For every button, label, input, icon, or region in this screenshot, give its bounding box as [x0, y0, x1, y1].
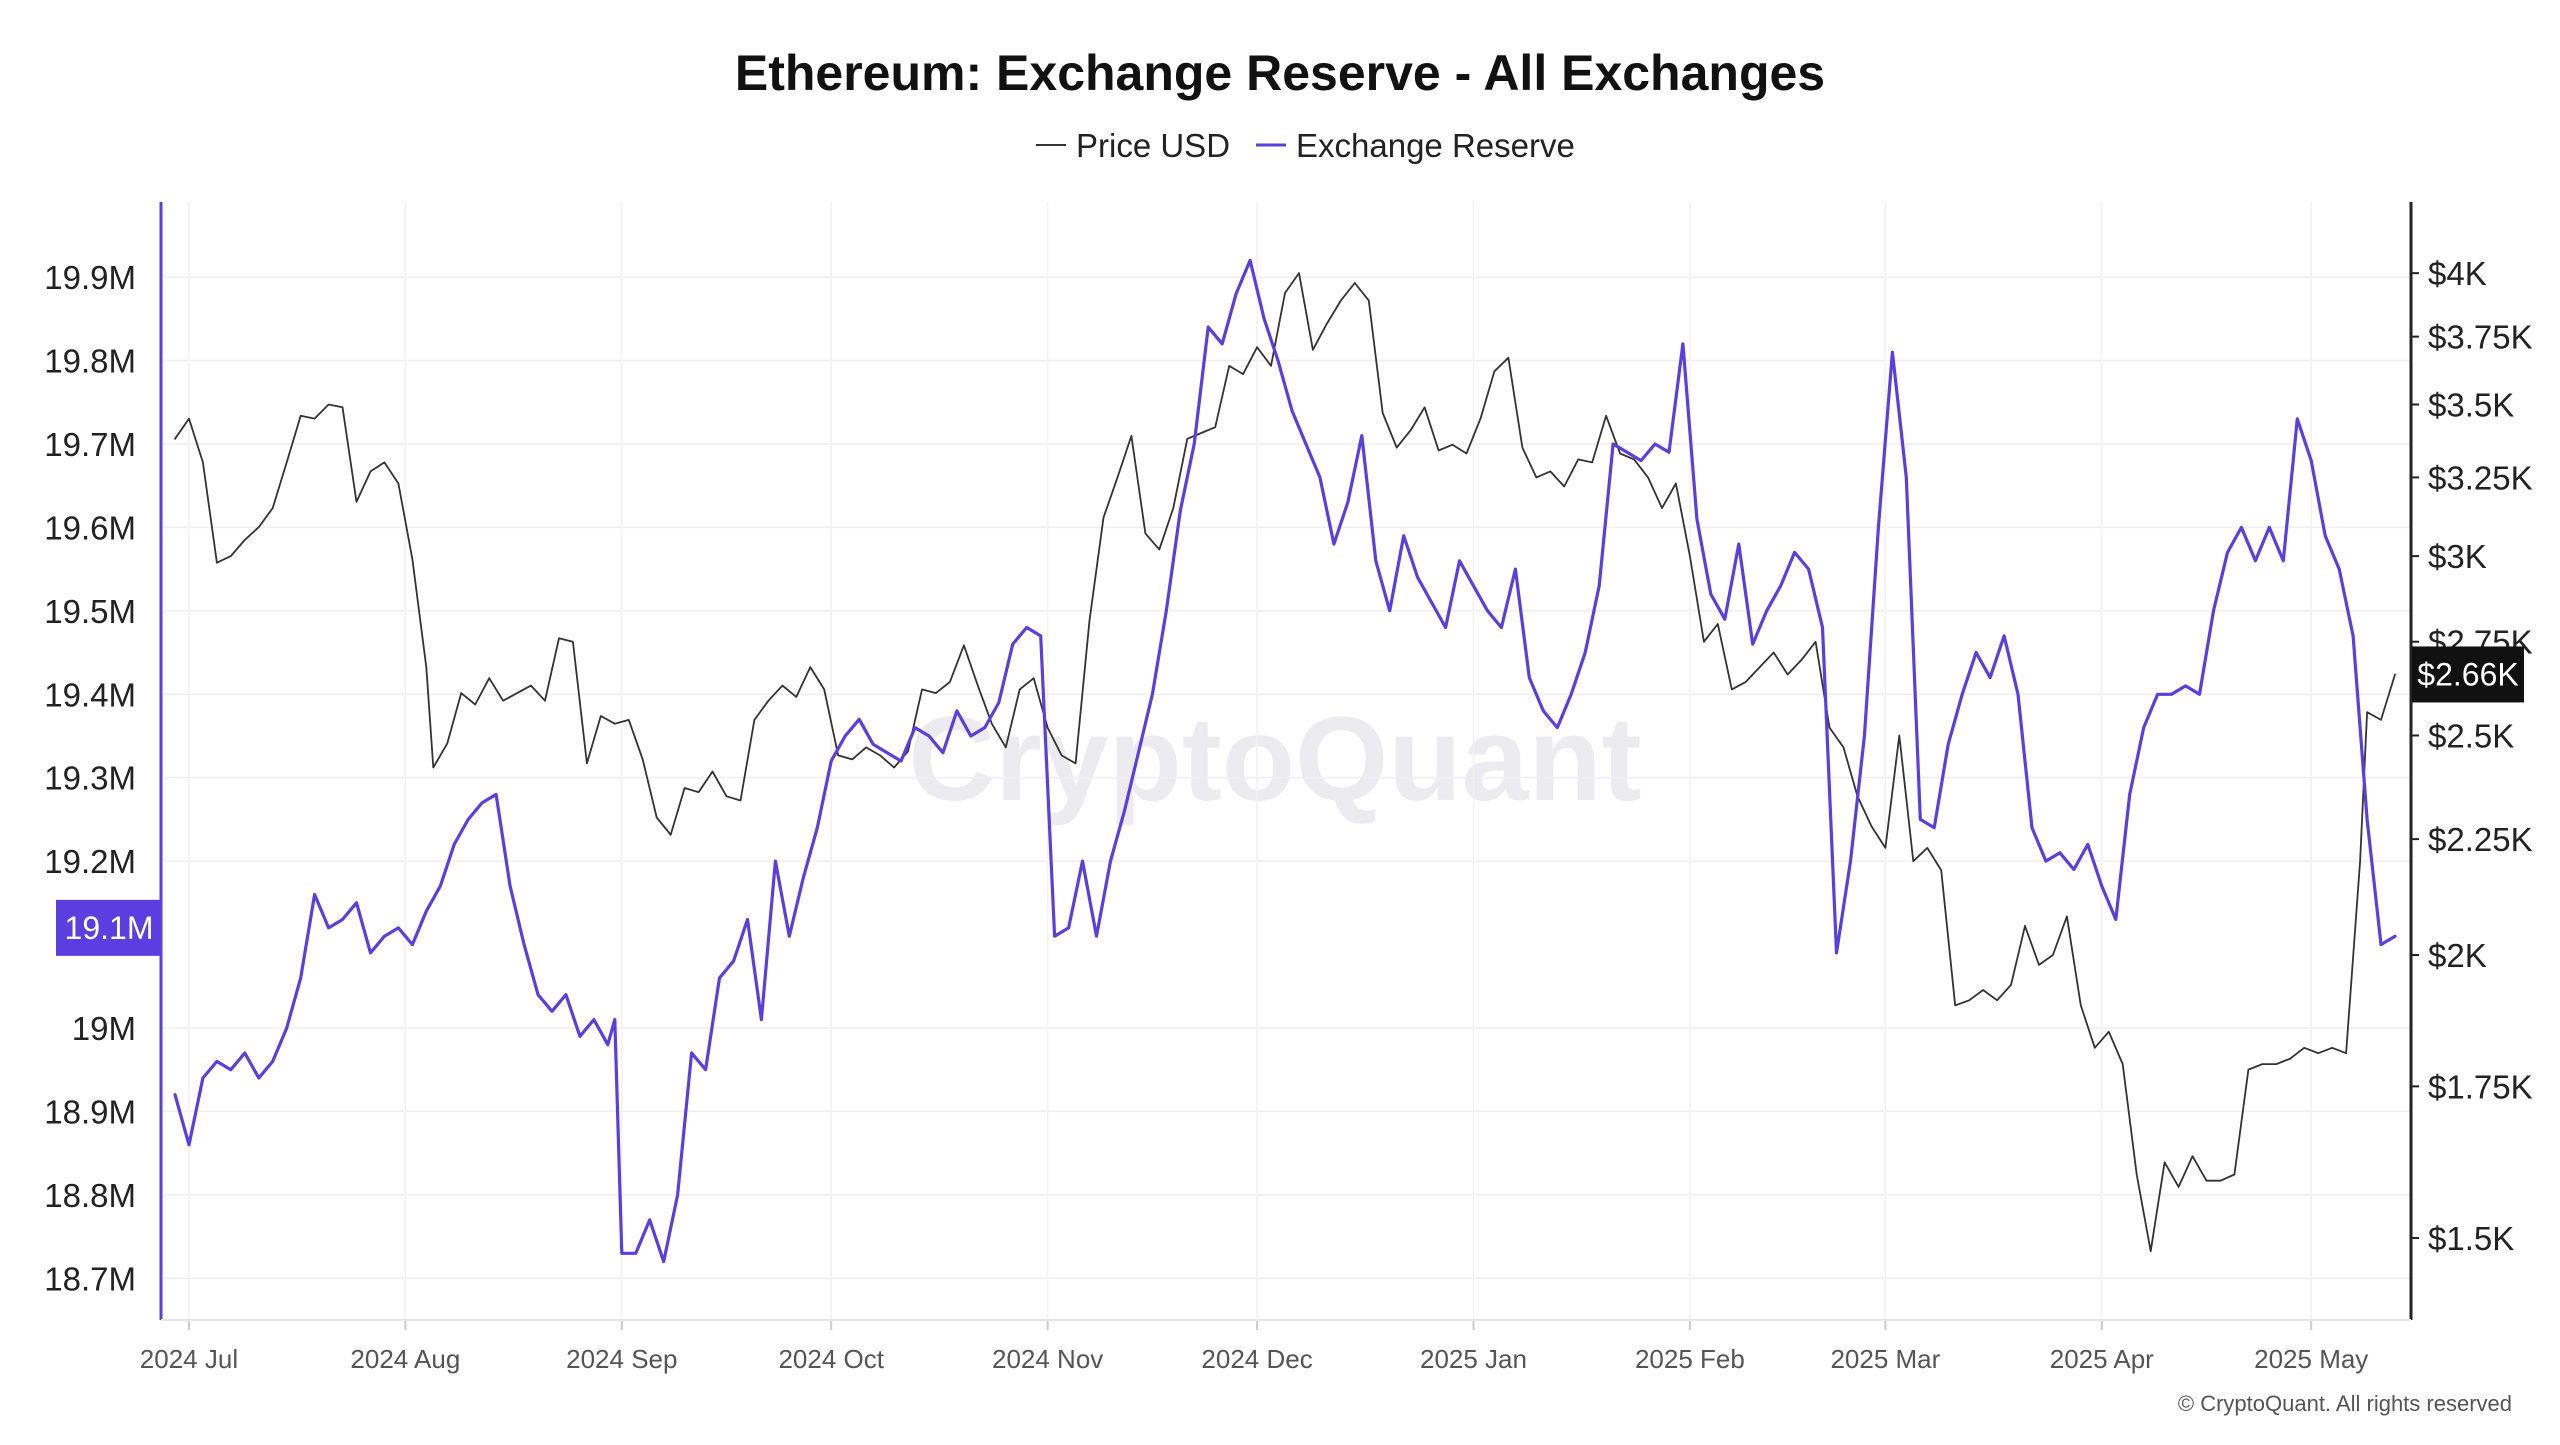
- x-tick-label: 2024 Jul: [140, 1344, 238, 1374]
- left-tick-label: 18.7M: [44, 1260, 136, 1297]
- watermark: CryptoQuant: [908, 692, 1641, 826]
- right-tick-label: $1.5K: [2428, 1220, 2514, 1257]
- right-tick-label: $2.5K: [2428, 717, 2514, 754]
- x-tick-label: 2025 Apr: [2050, 1344, 2154, 1374]
- legend-label-reserve[interactable]: Exchange Reserve: [1296, 127, 1575, 164]
- left-current-badge: 19.1M: [56, 899, 162, 956]
- series-layer: [173, 258, 2397, 1264]
- left-tick-label: 19.9M: [44, 259, 136, 296]
- left-badge-box: [56, 899, 162, 956]
- x-tick-label: 2024 Aug: [350, 1344, 460, 1374]
- x-tick-label: 2025 May: [2254, 1344, 2368, 1374]
- left-tick-label: 18.8M: [44, 1177, 136, 1214]
- right-axis-ticks: $4K$3.75K$3.5K$3.25K$3K$2.75K$2.5K$2.25K…: [2411, 255, 2533, 1257]
- right-tick-label: $2.25K: [2428, 821, 2533, 858]
- right-tick-label: $2K: [2428, 937, 2487, 974]
- right-tick-label: $3.5K: [2428, 386, 2514, 423]
- left-axis-ticks: 19.9M 19.8M 19.7M 19.6M 19.5M 19.4M 19.3M 19.2M…: [44, 259, 136, 1297]
- series-line-exchange-reserve: [173, 258, 2397, 1264]
- right-tick-label: $1.75K: [2428, 1068, 2533, 1105]
- x-tick-label: 2024 Sep: [566, 1344, 677, 1374]
- x-tick-label: 2025 Jan: [1420, 1344, 1527, 1374]
- x-tick-label: 2024 Nov: [992, 1344, 1103, 1374]
- left-tick-label: 19.6M: [44, 509, 136, 546]
- x-tick-label: 2024 Dec: [1201, 1344, 1312, 1374]
- left-tick-label: 18.9M: [44, 1093, 136, 1130]
- right-current-badge: $2.66K: [2412, 646, 2524, 703]
- left-tick-label: 19.5M: [44, 593, 136, 630]
- legend[interactable]: Price USD Exchange Reserve: [1036, 127, 1575, 164]
- right-tick-label: $3.75K: [2428, 319, 2533, 356]
- left-tick-label: 19M: [72, 1010, 136, 1047]
- right-tick-label: $3.25K: [2428, 459, 2533, 496]
- legend-label-price[interactable]: Price USD: [1076, 127, 1230, 164]
- left-tick-label: 19.8M: [44, 343, 136, 380]
- x-tick-label: 2024 Oct: [778, 1344, 884, 1374]
- chart-title: Ethereum: Exchange Reserve - All Exchang…: [735, 45, 1825, 101]
- x-tick-label: 2025 Feb: [1635, 1344, 1745, 1374]
- x-tick-label: 2025 Mar: [1830, 1344, 1940, 1374]
- right-tick-label: $4K: [2428, 255, 2487, 292]
- left-tick-label: 19.2M: [44, 843, 136, 880]
- series-line-price-usd: [174, 272, 2396, 1253]
- left-tick-label: 19.7M: [44, 426, 136, 463]
- left-tick-label: 19.4M: [44, 676, 136, 713]
- x-axis-ticks: 2024 Jul 2024 Aug 2024 Sep 2024 Oct 2024 Nov…: [140, 1320, 2368, 1374]
- copyright-notice: © CryptoQuant. All rights reserved: [2178, 1391, 2512, 1416]
- right-badge-box: [2412, 646, 2524, 703]
- right-tick-label: $3K: [2428, 538, 2487, 575]
- left-badge-value: 19.1M: [65, 910, 154, 946]
- left-tick-label: 19.3M: [44, 760, 136, 797]
- right-badge-value: $2.66K: [2417, 656, 2518, 692]
